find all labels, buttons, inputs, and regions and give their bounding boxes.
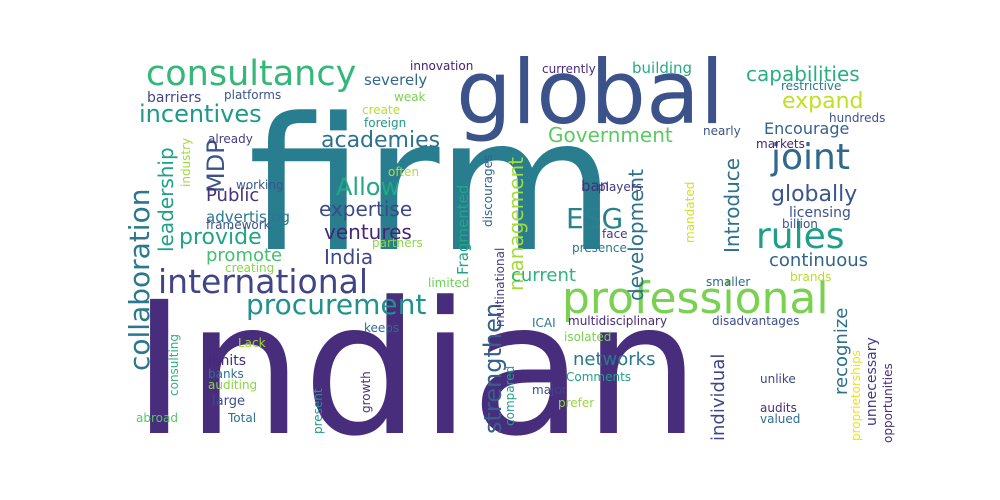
word-continuous: continuous [769,250,868,271]
word-hundreds: hundreds [829,111,886,125]
word-opportunities: opportunities [881,363,895,443]
word-consulting: consulting [167,334,181,396]
word-audits: audits [760,401,797,415]
word-innovation: innovation [410,59,474,73]
word-isolated: isolated [564,330,612,344]
word-currently: currently [542,62,596,76]
word-industry: industry [179,137,193,187]
word-promote: promote [206,245,283,266]
word-collaboration: collaboration [126,188,156,371]
word-globally: globally [771,182,858,207]
word-leadership: leadership [154,147,178,252]
word-comments: Comments [566,370,632,384]
word-working: working [236,178,284,192]
word-valued: valued [760,412,801,426]
word-limited: limited [428,276,470,290]
word-banks: banks [208,367,244,381]
word-ban: ban [581,177,610,195]
word-brands: brands [790,270,832,284]
word-lack: Lack [238,336,266,350]
word-incentives: incentives [139,100,262,128]
word-disadvantages: disadvantages [712,314,800,328]
word-partners: partners [372,236,423,250]
word-encourage: Encourage [764,119,850,138]
word-academies: academies [321,128,441,153]
word-limits: limits [208,353,247,369]
word-icai: ICAI [532,316,556,330]
word-total: Total [228,411,257,425]
word-restrictive: restrictive [781,79,842,93]
word-individual: individual [708,353,729,441]
word-ventures: ventures [324,220,412,244]
word-india: India [324,245,374,269]
word-multidisciplinary: multidisciplinary [568,314,668,328]
word-building: building [632,59,693,77]
word-mandated: mandated [683,181,697,243]
word-foreign: foreign [364,116,407,130]
word-framework: framework [206,218,271,232]
word-prefer: prefer [558,396,595,410]
word-unlike: unlike [760,372,796,386]
word-expertise: expertise [319,197,413,221]
word-discourages: discourages [481,154,495,227]
word-public: Public [206,185,260,206]
word-proprietorships: proprietorships [849,350,863,441]
word-smaller: smaller [706,275,751,289]
word-professional: professional [562,273,829,324]
word-licensing: licensing [789,205,851,221]
word-cloud: Indian firm global professional internat… [126,51,896,451]
word-expand: expand [782,89,864,114]
word-creating: creating [225,261,275,275]
word-compared: compared [503,365,517,426]
word-consultancy: consultancy [146,54,357,94]
word-present: present [311,388,325,434]
word-platforms: platforms [224,88,282,102]
word-unnecessary: unnecessary [864,337,880,426]
word-government: Government [548,123,673,147]
word-advertising: advertising [206,208,291,226]
word-often: often [388,165,420,179]
word-face: face [602,227,628,241]
word-keeps: keeps [364,321,400,335]
word-provide: provide [179,225,262,250]
word-international: international [158,262,369,301]
word-global: global [456,51,725,144]
word-growth: growth [359,371,373,413]
word-firm: firm [248,79,616,293]
word-abroad: abroad [136,411,178,425]
word-severely: severely [364,71,428,89]
word-billion: billion [782,217,818,231]
word-create: create [362,103,401,117]
word-major: major [532,383,567,397]
word-large: large [212,394,245,409]
word-presence: presence [572,241,627,255]
word-markets: markets [756,137,805,151]
word-nearly: nearly [703,124,741,138]
word-allow: Allow [336,173,401,201]
word-indian: Indian [132,263,701,451]
word-capabilities: capabilities [746,62,860,86]
word-fragmented: Fragmented [454,184,472,275]
word-auditing: auditing [208,378,258,392]
word-networks: networks [573,349,656,370]
word-weak: weak [394,90,426,104]
word-current: current [511,265,576,286]
word-esg: ESG [566,202,624,235]
word-rules: rules [756,216,845,257]
word-barriers: barriers [147,90,202,106]
word-players: players [598,180,642,194]
word-procurement: procurement [246,288,427,321]
word-already: already [208,132,253,146]
word-introduce: Introduce [720,157,744,253]
word-joint: joint [771,137,850,178]
word-multinational: multinational [493,247,507,327]
